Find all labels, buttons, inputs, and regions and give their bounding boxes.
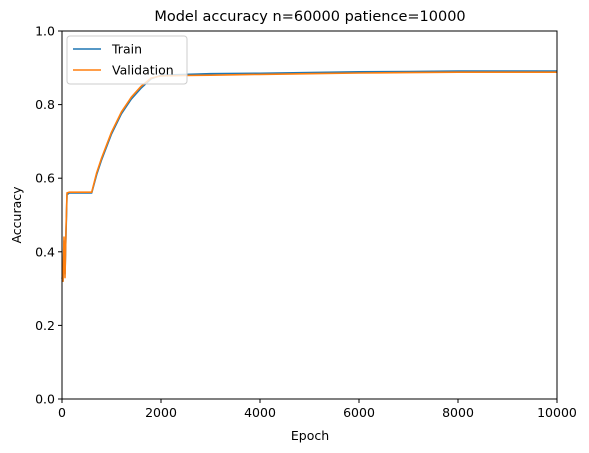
x-tick-label: 8000 — [442, 405, 474, 420]
y-tick-label: 0.4 — [35, 244, 55, 259]
x-tick-label: 2000 — [145, 405, 177, 420]
y-tick-label: 1.0 — [35, 24, 55, 39]
x-tick-label: 6000 — [343, 405, 375, 420]
y-tick-label: 0.0 — [35, 392, 55, 407]
y-axis-ticks: 0.0 0.2 0.4 0.6 0.8 1.0 — [35, 24, 62, 407]
legend: Train Validation — [66, 35, 188, 85]
legend-label-train: Train — [111, 42, 142, 57]
y-tick-label: 0.2 — [35, 318, 55, 333]
y-tick-label: 0.6 — [35, 171, 55, 186]
x-tick-label: 10000 — [537, 405, 577, 420]
x-tick-label: 0 — [58, 405, 66, 420]
y-tick-label: 0.8 — [35, 97, 55, 112]
x-tick-label: 4000 — [244, 405, 276, 420]
y-axis-label: Accuracy — [9, 186, 24, 244]
legend-label-validation: Validation — [112, 63, 174, 78]
x-axis-label: Epoch — [291, 428, 329, 443]
series-line-train — [61, 70, 557, 283]
x-axis-ticks: 0 2000 4000 6000 8000 10000 — [58, 399, 577, 420]
plot-area — [61, 70, 557, 283]
plot-frame — [61, 30, 558, 400]
series-line-validation — [61, 71, 557, 283]
chart-title: Model accuracy n=60000 patience=10000 — [154, 9, 465, 25]
legend-box — [66, 35, 188, 85]
